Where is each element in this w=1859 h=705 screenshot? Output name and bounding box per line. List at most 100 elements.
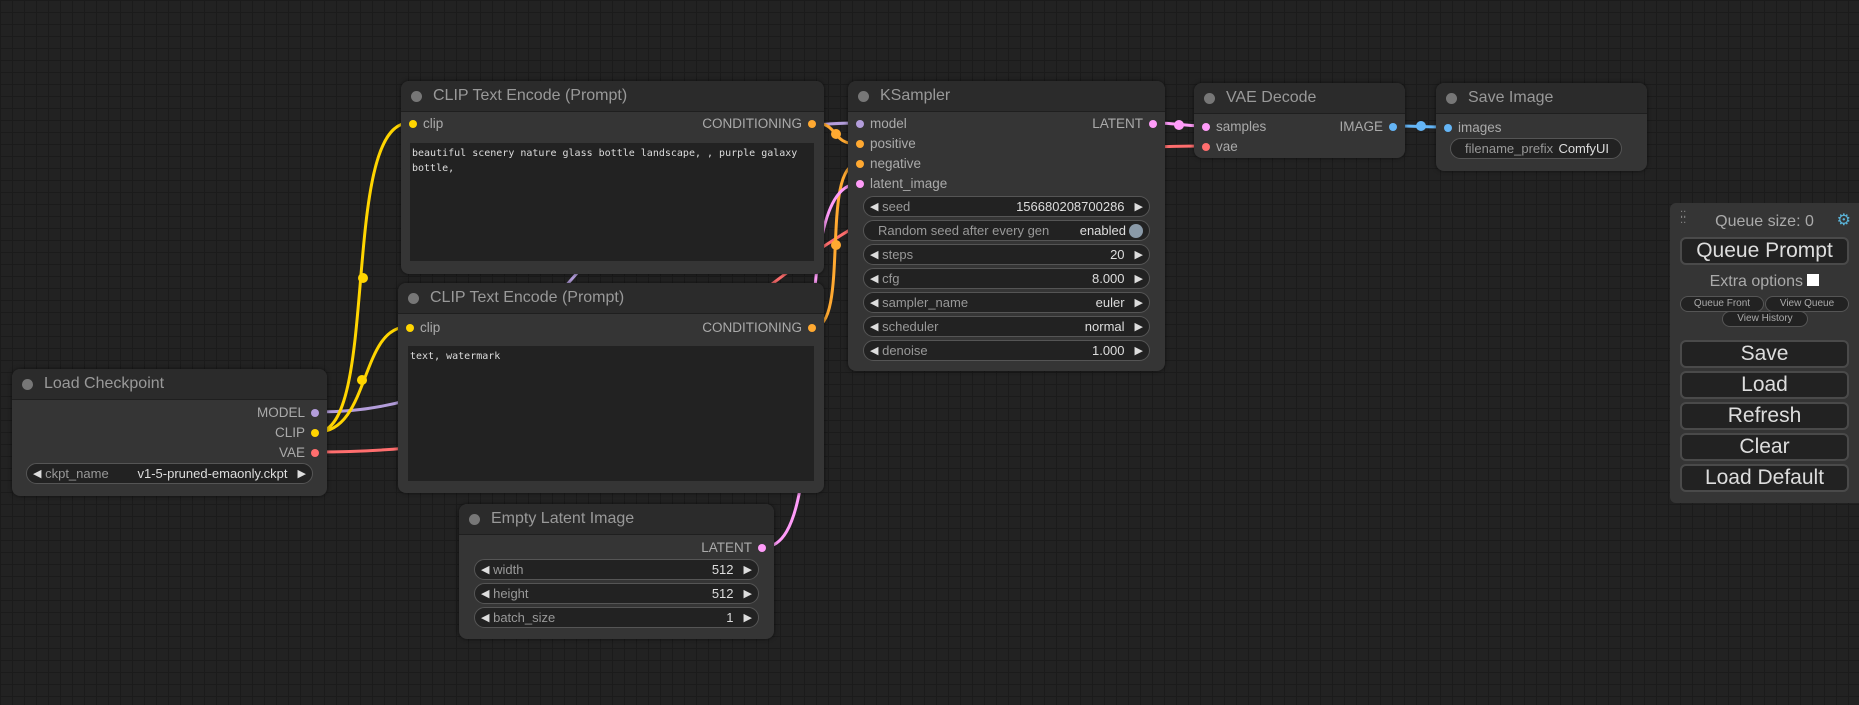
arrow-left-icon[interactable]: ◀	[481, 588, 490, 600]
batch-size-widget[interactable]: ◀ batch_size 1 ▶	[474, 607, 759, 628]
arrow-left-icon[interactable]: ◀	[870, 201, 879, 213]
arrow-left-icon[interactable]: ◀	[870, 273, 879, 285]
collapse-dot-icon[interactable]	[1446, 92, 1457, 104]
arrow-left-icon[interactable]: ◀	[33, 468, 42, 480]
steps-widget[interactable]: ◀ steps 20 ▶	[863, 244, 1150, 265]
queue-prompt-button[interactable]: Queue Prompt	[1680, 237, 1849, 265]
node-vae-decode[interactable]: VAE Decode samples IMAGE vae	[1194, 83, 1405, 158]
collapse-dot-icon[interactable]	[469, 513, 480, 525]
slot-dot-icon[interactable]	[311, 448, 319, 457]
collapse-dot-icon[interactable]	[22, 378, 33, 390]
output-model[interactable]: MODEL	[257, 405, 319, 420]
slot-dot-icon[interactable]	[856, 119, 864, 128]
extra-options-checkbox[interactable]	[1807, 274, 1820, 286]
slot-dot-icon[interactable]	[808, 119, 816, 128]
scheduler-widget[interactable]: ◀ scheduler normal ▶	[863, 316, 1150, 337]
arrow-left-icon[interactable]: ◀	[870, 345, 879, 357]
arrow-right-icon[interactable]: ▶	[1134, 345, 1143, 357]
collapse-dot-icon[interactable]	[411, 90, 422, 102]
input-latent-image[interactable]: latent_image	[856, 176, 947, 191]
node-empty-latent-image[interactable]: Empty Latent Image LATENT ◀ width 512 ▶ ◀ …	[459, 504, 774, 639]
arrow-right-icon[interactable]: ▶	[1134, 273, 1143, 285]
output-latent[interactable]: LATENT	[701, 540, 766, 555]
node-title-bar[interactable]: VAE Decode	[1194, 83, 1405, 114]
slot-dot-icon[interactable]	[1149, 119, 1157, 128]
arrow-right-icon[interactable]: ▶	[297, 468, 306, 480]
output-conditioning[interactable]: CONDITIONING	[702, 116, 816, 131]
input-clip[interactable]: clip	[409, 116, 443, 131]
queue-front-button[interactable]: Queue Front	[1680, 296, 1764, 312]
output-clip[interactable]: CLIP	[275, 425, 319, 440]
node-title-bar[interactable]: CLIP Text Encode (Prompt)	[398, 283, 824, 314]
input-positive[interactable]: positive	[856, 136, 916, 151]
arrow-right-icon[interactable]: ▶	[743, 612, 752, 624]
prompt-textarea[interactable]: text, watermark	[408, 346, 814, 481]
input-samples[interactable]: samples	[1202, 119, 1266, 134]
slot-dot-icon[interactable]	[406, 323, 414, 332]
arrow-right-icon[interactable]: ▶	[743, 564, 752, 576]
input-vae[interactable]: vae	[1202, 139, 1238, 154]
node-title-bar[interactable]: KSampler	[848, 81, 1165, 112]
output-latent[interactable]: LATENT	[1092, 116, 1157, 131]
input-clip[interactable]: clip	[406, 320, 440, 335]
load-button[interactable]: Load	[1680, 371, 1849, 399]
node-title-bar[interactable]: Save Image	[1436, 83, 1647, 114]
output-image[interactable]: IMAGE	[1339, 119, 1397, 134]
save-button[interactable]: Save	[1680, 340, 1849, 368]
input-images[interactable]: images	[1444, 120, 1502, 135]
slot-dot-icon[interactable]	[1444, 123, 1452, 132]
slot-dot-icon[interactable]	[856, 139, 864, 148]
cfg-widget[interactable]: ◀ cfg 8.000 ▶	[863, 268, 1150, 289]
collapse-dot-icon[interactable]	[408, 292, 419, 304]
slot-dot-icon[interactable]	[311, 408, 319, 417]
slot-dot-icon[interactable]	[758, 543, 766, 552]
slot-dot-icon[interactable]	[808, 323, 816, 332]
output-conditioning[interactable]: CONDITIONING	[702, 320, 816, 335]
load-default-button[interactable]: Load Default	[1680, 464, 1849, 492]
input-negative[interactable]: negative	[856, 156, 921, 171]
collapse-dot-icon[interactable]	[1204, 92, 1215, 104]
prompt-textarea[interactable]: beautiful scenery nature glass bottle la…	[410, 143, 814, 261]
refresh-button[interactable]: Refresh	[1680, 402, 1849, 430]
arrow-right-icon[interactable]: ▶	[1134, 297, 1143, 309]
slot-dot-icon[interactable]	[856, 159, 864, 168]
seed-widget[interactable]: ◀ seed 156680208700286 ▶	[863, 196, 1150, 217]
slot-dot-icon[interactable]	[311, 428, 319, 437]
node-ksampler[interactable]: KSampler model LATENT positive negative …	[848, 81, 1165, 371]
node-title-bar[interactable]: Load Checkpoint	[12, 369, 327, 400]
clear-button[interactable]: Clear	[1680, 433, 1849, 461]
output-vae[interactable]: VAE	[279, 445, 319, 460]
height-widget[interactable]: ◀ height 512 ▶	[474, 583, 759, 604]
view-queue-button[interactable]: View Queue	[1765, 296, 1849, 312]
slot-dot-icon[interactable]	[409, 119, 417, 128]
node-load-checkpoint[interactable]: Load Checkpoint MODEL CLIP VAE ◀ ckpt_na…	[12, 369, 327, 496]
slot-dot-icon[interactable]	[856, 179, 864, 188]
arrow-right-icon[interactable]: ▶	[1134, 321, 1143, 333]
slot-dot-icon[interactable]	[1202, 122, 1210, 131]
slot-dot-icon[interactable]	[1389, 122, 1397, 131]
arrow-right-icon[interactable]: ▶	[743, 588, 752, 600]
view-history-button[interactable]: View History	[1722, 311, 1808, 327]
settings-gear-icon[interactable]: ⚙	[1836, 212, 1851, 229]
denoise-widget[interactable]: ◀ denoise 1.000 ▶	[863, 340, 1150, 361]
random-seed-toggle[interactable]: Random seed after every gen enabled	[863, 220, 1150, 241]
filename-prefix-input[interactable]: filename_prefix ComfyUI	[1450, 138, 1622, 159]
node-save-image[interactable]: Save Image images filename_prefix ComfyUI	[1436, 83, 1647, 171]
collapse-dot-icon[interactable]	[858, 90, 869, 102]
arrow-right-icon[interactable]: ▶	[1134, 249, 1143, 261]
arrow-right-icon[interactable]: ▶	[1134, 201, 1143, 213]
arrow-left-icon[interactable]: ◀	[870, 249, 879, 261]
arrow-left-icon[interactable]: ◀	[481, 564, 490, 576]
toggle-knob-icon[interactable]	[1129, 223, 1143, 238]
slot-dot-icon[interactable]	[1202, 142, 1210, 151]
arrow-left-icon[interactable]: ◀	[481, 612, 490, 624]
arrow-left-icon[interactable]: ◀	[870, 297, 879, 309]
ckpt-name-combo[interactable]: ◀ ckpt_name v1-5-pruned-emaonly.ckpt ▶	[26, 463, 313, 484]
sampler-name-widget[interactable]: ◀ sampler_name euler ▶	[863, 292, 1150, 313]
input-model[interactable]: model	[856, 116, 907, 131]
drag-handle-icon[interactable]: ⁚⁚ ⁚⁚	[1680, 210, 1687, 226]
arrow-left-icon[interactable]: ◀	[870, 321, 879, 333]
node-title-bar[interactable]: CLIP Text Encode (Prompt)	[401, 81, 824, 112]
node-title-bar[interactable]: Empty Latent Image	[459, 504, 774, 535]
node-clip-text-encode-positive[interactable]: CLIP Text Encode (Prompt) clip CONDITION…	[401, 81, 824, 274]
